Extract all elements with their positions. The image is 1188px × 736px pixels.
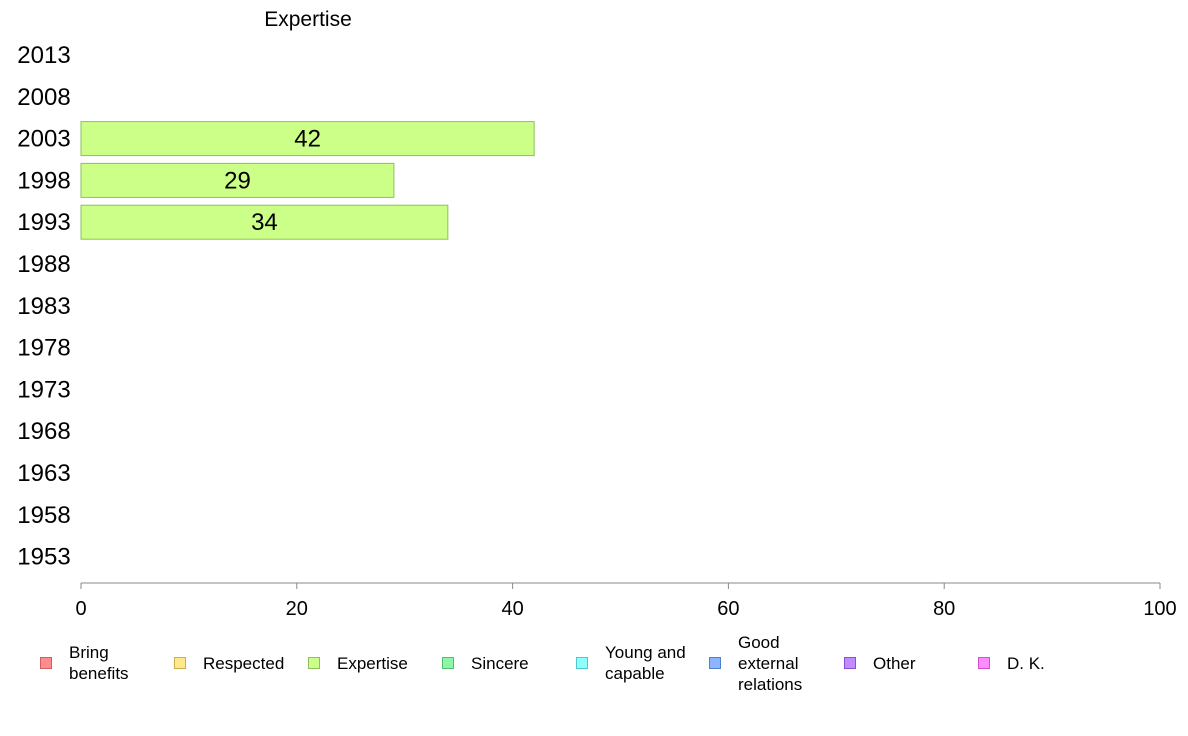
legend-item-expertise: Expertise (308, 628, 408, 698)
legend-label: D. K. (1007, 653, 1045, 673)
legend-label: Other (873, 653, 916, 673)
legend-swatch (174, 657, 186, 669)
y-tick-label: 2013 (17, 42, 70, 69)
data-label-1993: 34 (251, 209, 278, 236)
data-label-1998: 29 (224, 167, 251, 194)
y-tick-label: 1973 (17, 376, 70, 403)
legend-swatch (442, 657, 454, 669)
y-tick-label: 1958 (17, 502, 70, 529)
legend-item-good-external-relations: Good external relations (709, 628, 802, 698)
legend-swatch (978, 657, 990, 669)
x-tick-label: 60 (717, 598, 739, 620)
data-label-2003: 42 (294, 126, 321, 153)
bar-2003 (80, 121, 535, 157)
legend-swatch (576, 657, 588, 669)
legend-item-respected: Respected (174, 628, 284, 698)
legend-label: Young and capable (605, 643, 686, 683)
legend-item-sincere: Sincere (442, 628, 529, 698)
y-tick-label: 2008 (17, 84, 70, 111)
chart-title: Expertise (264, 8, 352, 31)
legend: Bring benefits Respected Expertise Since… (0, 628, 1188, 708)
legend-swatch (709, 657, 721, 669)
x-tick-label: 100 (1143, 598, 1176, 620)
x-tick-label: 20 (286, 598, 308, 620)
y-tick-label: 1993 (17, 209, 70, 236)
legend-swatch (308, 657, 320, 669)
legend-label: Sincere (471, 653, 529, 673)
x-tick-label: 0 (75, 598, 86, 620)
legend-label: Good external relations (738, 632, 803, 694)
y-tick-label: 1998 (17, 167, 70, 194)
y-tick-label: 1963 (17, 460, 70, 487)
bar-1993 (80, 204, 449, 240)
legend-label: Respected (203, 653, 285, 673)
y-tick-label: 1968 (17, 418, 70, 445)
y-tick-label: 1953 (17, 544, 70, 571)
legend-swatch (40, 657, 52, 669)
x-axis: 0 20 40 60 80 100 (75, 582, 1177, 620)
y-tick-label: 1983 (17, 293, 70, 320)
y-tick-label: 2003 (17, 126, 70, 153)
x-tick-label: 40 (501, 598, 523, 620)
y-tick-label: 1978 (17, 335, 70, 362)
legend-label: Expertise (337, 653, 408, 673)
bars-layer (80, 121, 535, 240)
y-axis: 2013 2008 2003 1998 1993 1988 1983 1978 1973 1968… (17, 42, 70, 571)
legend-label: Bring benefits (69, 643, 129, 683)
legend-item-young-and-capable: Young and capable (576, 628, 686, 698)
legend-swatch (844, 657, 856, 669)
x-tick-label: 80 (933, 598, 955, 620)
bar-1998 (80, 162, 395, 198)
legend-item-bring-benefits: Bring benefits (40, 628, 129, 698)
legend-item-other: Other (844, 628, 916, 698)
legend-item-dk: D. K. (978, 628, 1045, 698)
y-tick-label: 1988 (17, 251, 70, 278)
